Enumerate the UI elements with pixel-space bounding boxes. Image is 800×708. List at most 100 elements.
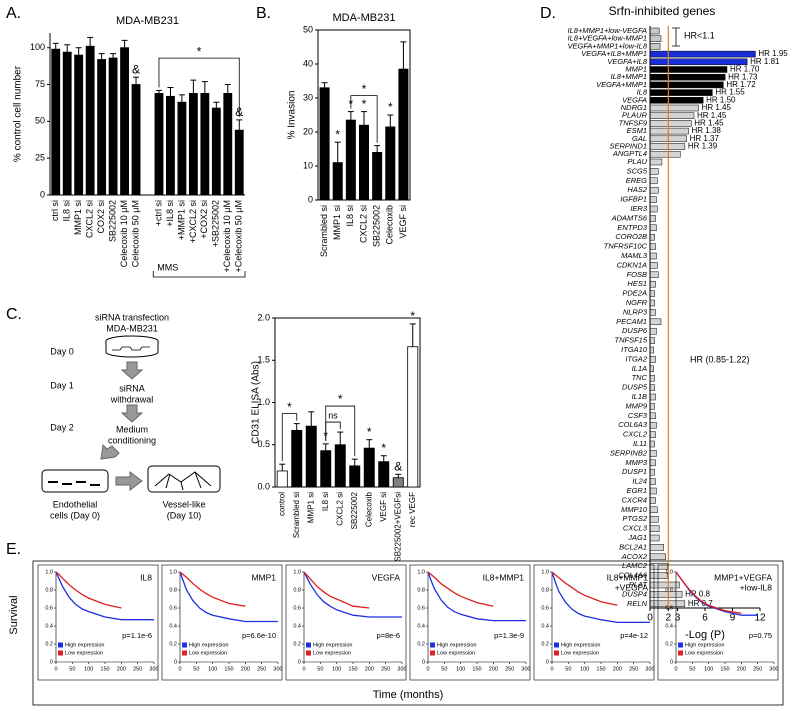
y-tick-label: 20: [303, 126, 313, 136]
x-tick-label: rec VEGF: [408, 492, 417, 527]
bar: [649, 143, 686, 150]
y-tick-label: 0: [298, 659, 301, 665]
bar: [131, 84, 141, 196]
category-label: IL8+MMP1: [611, 72, 647, 81]
subplot-frame: [657, 564, 779, 681]
x-tick-label: +Celecoxib 50 μM: [234, 200, 244, 272]
category-label: TNC: [632, 373, 648, 382]
survival-curve: [55, 571, 154, 621]
chart-title: MDA-MB231: [116, 15, 179, 27]
bar: [223, 92, 233, 196]
significance-mark: *: [362, 97, 367, 111]
category-label: IL1A: [632, 364, 647, 373]
bar: [649, 346, 654, 354]
bar: [649, 89, 713, 96]
diagram-title: MDA-MB231: [106, 323, 158, 333]
x-tick-label: Celecoxib: [364, 491, 373, 527]
x-tick-label: 250: [753, 666, 762, 672]
bar: [649, 506, 658, 514]
x-tick-label: VEGF si: [379, 492, 388, 522]
arrow: [120, 404, 144, 423]
step-label: Medium: [116, 424, 148, 434]
x-tick-label: 150: [720, 666, 729, 672]
category-label: IER3: [630, 204, 648, 213]
legend-swatch: [678, 642, 683, 648]
bar: [649, 177, 658, 185]
y-tick-label: 0.6: [665, 605, 673, 611]
legend-swatch: [678, 650, 683, 656]
category-label: IL11: [633, 439, 647, 448]
bar: [649, 468, 655, 476]
bar: [649, 168, 659, 175]
legend-swatch: [430, 650, 435, 656]
category-label: VEGFA: [622, 95, 647, 104]
legend-label: High expression: [65, 642, 104, 648]
cells-label: (Day 10): [167, 510, 202, 520]
bar: [276, 470, 288, 488]
bar: [319, 87, 330, 201]
bar: [649, 299, 655, 307]
y-tick-label: 0: [422, 659, 425, 665]
survival-curve: [55, 571, 122, 609]
y-tick-label: 0.4: [541, 623, 549, 629]
bar: [649, 318, 662, 326]
category-label: SERPIND1: [609, 141, 647, 150]
p-value: p=6.6e-10: [242, 631, 276, 640]
hr-label: HR 1.50: [706, 95, 736, 104]
bar: [407, 346, 419, 488]
y-tick-label: 0.5: [257, 439, 270, 449]
bar: [649, 271, 659, 279]
diagram-title: siRNA transfection: [95, 312, 169, 322]
y-tick-label: 75: [35, 79, 45, 89]
category-label: HES1: [627, 279, 647, 288]
p-value: p=0.75: [749, 631, 772, 640]
x-tick-label: 300: [769, 666, 778, 672]
significance-mark: *: [362, 82, 367, 96]
x-tick-label: SB225002: [107, 200, 117, 242]
bar: [649, 440, 655, 448]
x-tick-label: 250: [505, 666, 514, 672]
x-tick-label: 200: [489, 666, 498, 672]
hr-label: HR 1.70: [730, 65, 760, 74]
y-tick-label: 100: [30, 42, 45, 52]
bar: [649, 205, 658, 213]
legend-label: High expression: [561, 642, 600, 648]
category-label: GAL: [632, 134, 647, 143]
bar: [154, 92, 164, 196]
bar: [649, 487, 657, 495]
category-label: CDKN1A: [617, 260, 647, 269]
bar: [649, 196, 657, 203]
bar: [85, 45, 95, 196]
legend-label: High expression: [685, 642, 724, 648]
x-tick-label: Celecoxib 50 μM: [130, 200, 140, 267]
day-label: Day 2: [50, 422, 74, 432]
x-tick-label: 100: [580, 666, 589, 672]
x-tick-label: 50: [69, 666, 75, 672]
bar: [649, 327, 657, 335]
x-tick-label: 0: [674, 666, 677, 672]
chart-title: Srfn-inhibited genes: [609, 4, 716, 18]
bar: [97, 59, 107, 196]
category-label: IGFBP1: [620, 195, 647, 204]
significance-bracket: [325, 405, 356, 457]
y-tick-label: 10: [303, 160, 313, 170]
y-tick-label: 0.6: [541, 605, 549, 611]
panel-label: C.: [6, 306, 22, 323]
x-axis-label: Time (months): [373, 689, 444, 701]
x-tick-label: 0: [647, 613, 653, 624]
x-tick-label: 150: [100, 666, 109, 672]
x-tick-label: 100: [208, 666, 217, 672]
survival-curve: [427, 571, 526, 622]
y-tick-label: 0.6: [169, 605, 177, 611]
x-tick-label: +MMP1 si: [176, 200, 186, 240]
category-label: CXCL2: [623, 430, 648, 439]
significance-mark: *: [410, 309, 415, 323]
dish: [147, 465, 221, 493]
legend-swatch: [430, 642, 435, 648]
y-tick-label: 0.2: [169, 641, 177, 647]
bar: [649, 290, 655, 297]
hr-label: HR 1.73: [728, 72, 758, 81]
legend-label: High expression: [189, 642, 228, 648]
legend-label: High expression: [437, 642, 476, 648]
